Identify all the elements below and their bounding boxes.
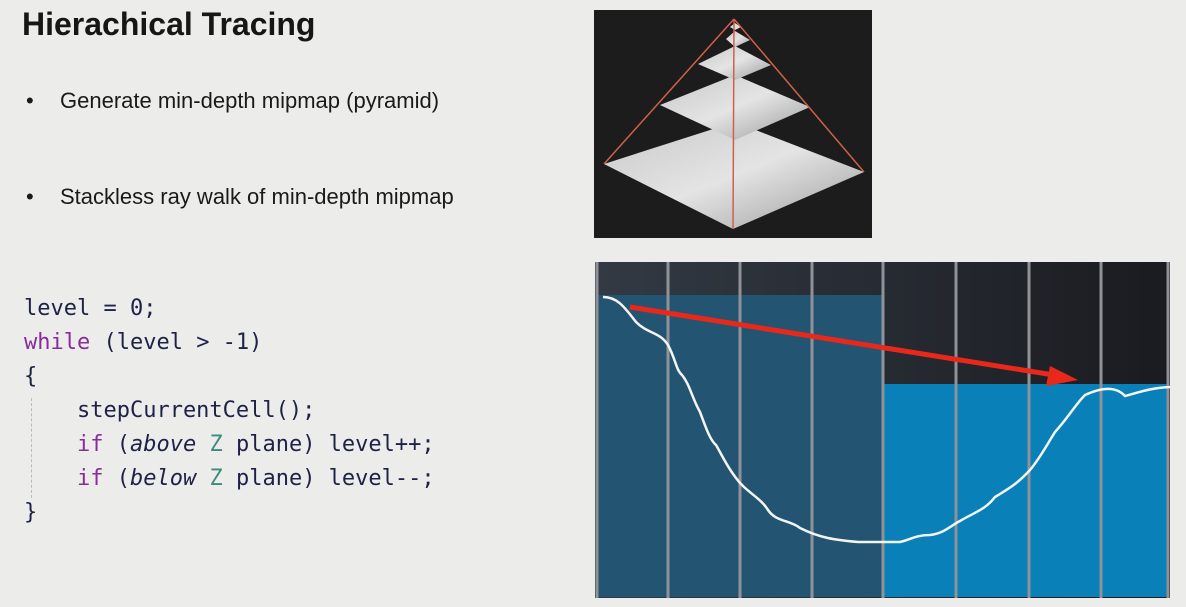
- pyramid-level-1: [660, 75, 810, 140]
- ray-walk-diagram: [595, 262, 1171, 598]
- mipmap-pyramid-image: [594, 10, 872, 238]
- fine-cell: [883, 384, 1168, 597]
- pyramid-edges: [603, 18, 865, 230]
- bullet-item: • Stackless ray walk of min-depth mipmap: [26, 184, 454, 209]
- indent-guide: [31, 398, 32, 498]
- bullet-item: • Generate min-depth mipmap (pyramid): [26, 88, 440, 113]
- depth-curve: [602, 295, 1171, 544]
- pyramid-level-3: [726, 31, 750, 47]
- ray-arrow: [629, 304, 1078, 386]
- code-block: level = 0; while (level > -1) { stepCurr…: [24, 296, 435, 525]
- grid-lines: [595, 262, 1170, 598]
- pyramid-level-4: [730, 23, 741, 30]
- slide-title: Hierachical Tracing: [22, 6, 316, 42]
